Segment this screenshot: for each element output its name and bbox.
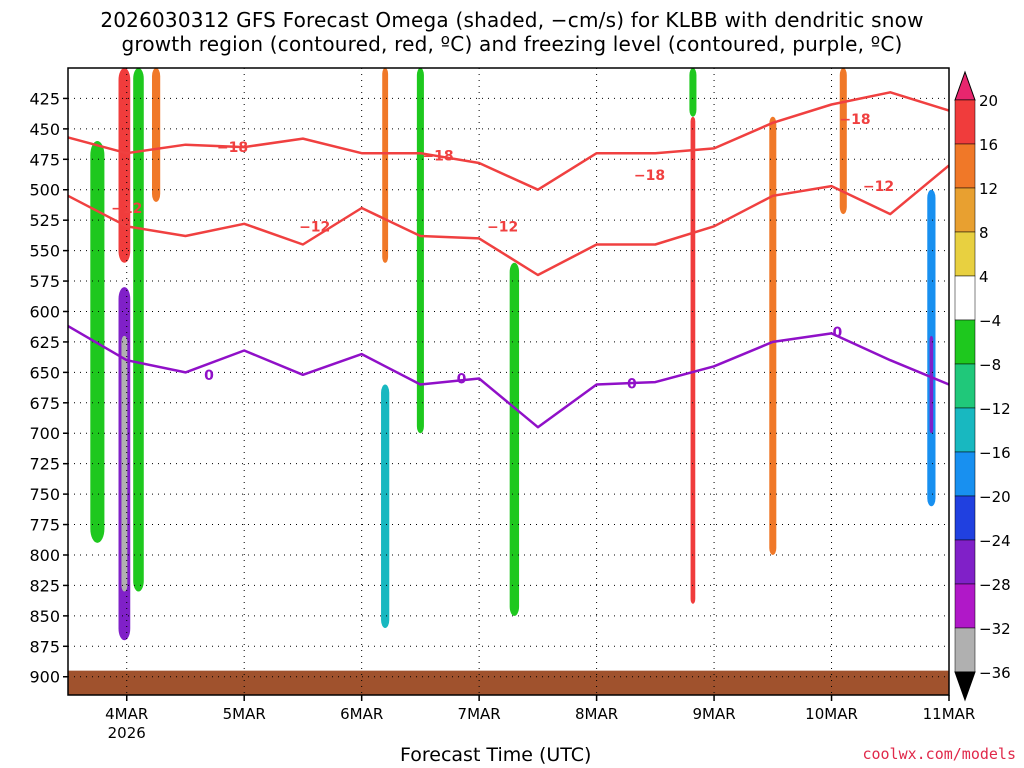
omega-shade-4 — [133, 68, 144, 592]
isotherm-minus-18-line — [67, 91, 950, 191]
y-tick-label-675: 675 — [29, 394, 60, 413]
contour-label-layer: −18 −18 −18 −18 −12 −12 −12 −12 0 0 0 0 — [111, 112, 894, 392]
y-tick-label-725: 725 — [29, 455, 60, 474]
x-tick-label-8MAR: 8MAR — [575, 705, 618, 723]
omega-shade-12 — [769, 116, 777, 555]
colorbar-label-13: −36 — [979, 664, 1011, 682]
colorbar-segment-7 — [954, 363, 976, 409]
y-tick-label-825: 825 — [29, 576, 60, 595]
colorbar-segment-13 — [954, 627, 976, 673]
contour-label-9: 0 — [457, 371, 467, 387]
colorbar-label-11: −28 — [979, 576, 1011, 594]
colorbar-segment-2 — [954, 143, 976, 189]
y-tick-label-700: 700 — [29, 424, 60, 443]
omega-shading-layer — [90, 68, 936, 641]
x-tick-label-10MAR: 10MAR — [805, 705, 858, 723]
colorbar-label-4: 4 — [979, 268, 989, 286]
y-tick-label-500: 500 — [29, 181, 60, 200]
y-tick-label-475: 475 — [29, 150, 60, 169]
y-tick-label-625: 625 — [29, 333, 60, 352]
y-tick-label-775: 775 — [29, 516, 60, 535]
omega-shade-2 — [121, 335, 128, 592]
colorbar-label-5: −4 — [979, 312, 1001, 330]
freezing-level-line — [67, 325, 950, 429]
colorbar-segment-8 — [954, 407, 976, 453]
isotherm-minus-12-line — [67, 164, 950, 277]
colorbar-segment-1 — [954, 99, 976, 145]
omega-shade-15 — [929, 335, 934, 434]
colorbar-label-8: −16 — [979, 444, 1011, 462]
omega-shade-11 — [689, 68, 697, 117]
contour-label-5: −12 — [299, 219, 330, 235]
colorbar-label-12: −32 — [979, 620, 1011, 638]
chart-title-line-2: growth region (contoured, red, ºC) and f… — [121, 32, 903, 56]
axes-layer: 425 450 475 500 525 550 575 600 625 650 675 700 725 7… — [29, 67, 976, 742]
colorbar-label-10: −24 — [979, 532, 1011, 550]
contour-label-10: 0 — [627, 376, 637, 392]
colorbar-label-0: 20 — [979, 92, 998, 110]
colorbar-segment-9 — [954, 451, 976, 497]
colorbar-segment-12 — [954, 583, 976, 629]
x-tick-label-5MAR: 5MAR — [223, 705, 266, 723]
omega-shade-13 — [839, 68, 847, 215]
x-axis-title: Forecast Time (UTC) — [400, 744, 592, 766]
colorbar-segment-11 — [954, 539, 976, 585]
contour-label-8: 0 — [204, 368, 214, 384]
omega-shade-3 — [151, 68, 161, 202]
credit-text[interactable]: coolwx.com/models — [862, 745, 1016, 763]
y-tick-label-800: 800 — [29, 546, 60, 565]
x-tick-label-7MAR: 7MAR — [458, 705, 501, 723]
x-tick-label-11MAR: 11MAR — [923, 705, 976, 723]
colorbar-label-1: 16 — [979, 136, 998, 154]
omega-shade-10 — [690, 116, 696, 604]
colorbar-label-3: 8 — [979, 224, 989, 242]
y-tick-label-600: 600 — [29, 302, 60, 321]
contour-label-2: −18 — [634, 168, 665, 184]
omega-shade-0 — [118, 68, 131, 263]
y-tick-label-650: 650 — [29, 363, 60, 382]
colorbar-label-7: −12 — [979, 400, 1011, 418]
contour-label-11: 0 — [833, 325, 843, 341]
y-tick-label-900: 900 — [29, 668, 60, 687]
colorbar-label-6: −8 — [979, 356, 1001, 374]
contour-label-4: −12 — [111, 201, 142, 217]
colorbar-segment-3 — [954, 187, 976, 233]
y-tick-label-425: 425 — [29, 89, 60, 108]
x-tick-sublabel: 2026 — [108, 724, 146, 742]
contour-label-3: −18 — [839, 112, 870, 128]
omega-shade-6 — [381, 384, 390, 629]
contour-label-1: −18 — [422, 149, 453, 165]
chart-title-line-1: 2026030312 GFS Forecast Omega (shaded, −… — [100, 8, 924, 32]
terrain-fill — [68, 670, 949, 695]
y-tick-label-750: 750 — [29, 485, 60, 504]
colorbar-label-9: −20 — [979, 488, 1011, 506]
contour-label-6: −12 — [487, 219, 518, 235]
colorbar-top-arrow — [954, 70, 976, 101]
colorbar-bottom-arrow — [954, 671, 976, 702]
y-tick-label-875: 875 — [29, 637, 60, 656]
colorbar-segment-10 — [954, 495, 976, 541]
y-tick-label-550: 550 — [29, 242, 60, 261]
plot-frame — [67, 67, 950, 696]
terrain-layer — [68, 670, 949, 695]
y-tick-label-575: 575 — [29, 272, 60, 291]
x-tick-label-4MAR: 4MAR — [105, 705, 148, 723]
x-tick-label-6MAR: 6MAR — [340, 705, 383, 723]
y-tick-label-450: 450 — [29, 120, 60, 139]
colorbar: 20 16 12 8 4 −4 −8 −12 −16 −20 −24 −28 −32 −36 — [954, 70, 1011, 702]
colorbar-segment-6 — [954, 319, 976, 365]
y-tick-label-525: 525 — [29, 211, 60, 230]
omega-shade-9 — [509, 262, 520, 616]
colorbar-label-2: 12 — [979, 180, 998, 198]
contour-label-0: −18 — [217, 140, 248, 156]
omega-shade-7 — [382, 68, 389, 263]
x-tick-label-9MAR: 9MAR — [692, 705, 735, 723]
contour-layer — [67, 91, 950, 429]
contour-label-7: −12 — [863, 179, 894, 195]
grid-layer — [68, 68, 950, 695]
colorbar-segment-5 — [954, 275, 976, 321]
colorbar-segment-4 — [954, 231, 976, 277]
y-tick-label-850: 850 — [29, 607, 60, 626]
